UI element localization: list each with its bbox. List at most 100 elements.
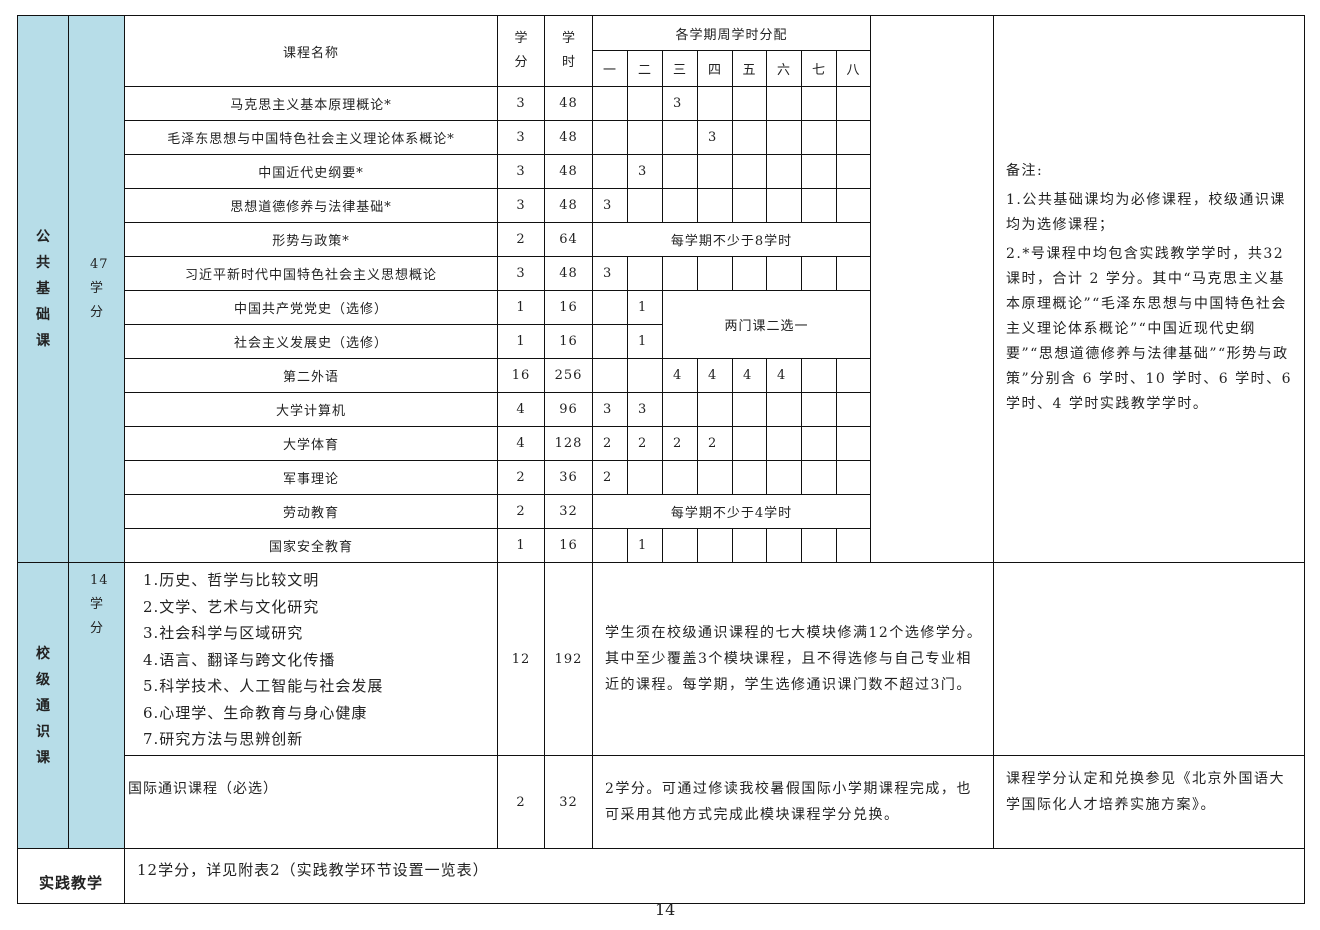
semester-cell: 3 xyxy=(697,120,733,155)
semester-cell xyxy=(801,154,837,189)
course-name: 形势与政策* xyxy=(124,222,498,257)
modules-desc: 学生须在校级通识课程的七大模块修满12个选修学分。其中至少覆盖3个模块课程，且不… xyxy=(591,562,995,756)
course-row: 大学计算机 4 96 3 3 xyxy=(18,392,1305,427)
modules-credit: 12 xyxy=(497,562,545,756)
semester-cell: 1 xyxy=(627,324,663,359)
course-credit: 4 xyxy=(497,392,545,427)
semester-cell xyxy=(662,154,698,189)
blank-note-cell xyxy=(993,562,1306,756)
practice-label: 实践教学 xyxy=(17,848,125,904)
blank-column xyxy=(870,15,995,563)
header-hours: 学时 xyxy=(544,15,593,87)
semester-cell xyxy=(835,256,872,291)
semester-cell xyxy=(835,426,872,461)
semester-cell xyxy=(766,120,802,155)
course-hours: 48 xyxy=(544,256,593,291)
semester-cell xyxy=(766,426,802,461)
semester-cell xyxy=(835,120,872,155)
course-hours: 96 xyxy=(544,392,593,427)
course-name: 马克思主义基本原理概论* xyxy=(124,86,498,121)
module-item: 5.科学技术、人工智能与社会发展 xyxy=(143,677,384,695)
semester-cell xyxy=(835,154,872,189)
semester-cell xyxy=(697,86,733,121)
curriculum-table: 公共基础课 47学分 课程名称 学分 学时 各学期周学时分配 备注: 1.公共基础课均为必修课… xyxy=(17,15,1306,904)
semester-cell xyxy=(766,256,802,291)
course-hours: 48 xyxy=(544,188,593,223)
course-row: 毛泽东思想与中国特色社会主义理论体系概论* 3 48 3 xyxy=(18,120,1305,155)
semester-cell xyxy=(732,460,767,495)
semester-cell xyxy=(732,188,767,223)
header-semester: 四 xyxy=(697,50,733,87)
semester-cell xyxy=(766,188,802,223)
intl-course-name: 国际通识课程（必选） xyxy=(124,755,498,849)
course-name: 毛泽东思想与中国特色社会主义理论体系概论* xyxy=(124,120,498,155)
notes-cell: 备注: 1.公共基础课均为必修课程，校级通识课均为选修课程； 2.*号课程中均包含实… xyxy=(993,15,1306,563)
course-row: 习近平新时代中国特色社会主义思想概论 3 48 3 xyxy=(18,256,1305,291)
course-credit: 3 xyxy=(497,256,545,291)
semester-cell: 3 xyxy=(627,154,663,189)
semester-cell xyxy=(592,528,628,563)
semester-cell xyxy=(801,460,837,495)
header-semester: 七 xyxy=(801,50,837,87)
course-credit: 16 xyxy=(497,358,545,393)
course-hours: 128 xyxy=(544,426,593,461)
course-name: 社会主义发展史（选修） xyxy=(124,324,498,359)
semester-cell xyxy=(627,460,663,495)
course-credit: 1 xyxy=(497,528,545,563)
semester-cell xyxy=(835,460,872,495)
semester-cell xyxy=(732,86,767,121)
semester-cell xyxy=(766,392,802,427)
course-name: 劳动教育 xyxy=(124,494,498,529)
semester-cell xyxy=(697,188,733,223)
course-row: 形势与政策* 2 64 每学期不少于8学时 xyxy=(18,222,1305,257)
semester-cell xyxy=(766,86,802,121)
notes-title: 备注: xyxy=(1006,163,1044,179)
semester-cell: 2 xyxy=(627,426,663,461)
semester-cell xyxy=(697,460,733,495)
header-semester: 五 xyxy=(732,50,767,87)
semester-cell: 3 xyxy=(627,392,663,427)
course-name: 中国近代史纲要* xyxy=(124,154,498,189)
category-public: 公共基础课 xyxy=(17,15,69,563)
course-credit: 1 xyxy=(497,290,545,325)
course-row: 劳动教育 2 32 每学期不少于4学时 xyxy=(18,494,1305,529)
semester-cell xyxy=(835,358,872,393)
course-hours: 16 xyxy=(544,324,593,359)
semester-cell xyxy=(801,426,837,461)
course-hours: 16 xyxy=(544,290,593,325)
semester-cell xyxy=(732,256,767,291)
vertical-label: 47学分 xyxy=(90,257,109,320)
semester-cell xyxy=(662,256,698,291)
course-hours: 48 xyxy=(544,120,593,155)
semester-merged-note: 每学期不少于8学时 xyxy=(591,222,872,257)
semester-cell xyxy=(592,358,628,393)
semester-cell: 4 xyxy=(697,358,733,393)
course-credit: 2 xyxy=(497,494,545,529)
category-general: 校级通识课 xyxy=(17,562,69,849)
semester-cell xyxy=(732,392,767,427)
course-credit: 3 xyxy=(497,154,545,189)
semester-cell xyxy=(592,290,628,325)
course-hours: 48 xyxy=(544,154,593,189)
semester-cell xyxy=(697,528,733,563)
semester-merged-note: 每学期不少于4学时 xyxy=(591,494,872,529)
course-hours: 16 xyxy=(544,528,593,563)
semester-cell xyxy=(732,120,767,155)
course-name: 思想道德修养与法律基础* xyxy=(124,188,498,223)
semester-cell xyxy=(835,86,872,121)
course-hours: 48 xyxy=(544,86,593,121)
course-credit: 1 xyxy=(497,324,545,359)
semester-cell xyxy=(662,528,698,563)
course-name: 习近平新时代中国特色社会主义思想概论 xyxy=(124,256,498,291)
semester-cell xyxy=(592,324,628,359)
course-row: 第二外语 16 256 4 4 4 4 xyxy=(18,358,1305,393)
vertical-label: 公共基础课 xyxy=(36,229,51,349)
intl-credit: 2 xyxy=(497,755,545,849)
course-hours: 32 xyxy=(544,494,593,529)
module-item: 3.社会科学与区域研究 xyxy=(143,624,304,642)
header-course-name: 课程名称 xyxy=(124,15,498,87)
course-hours: 256 xyxy=(544,358,593,393)
note-item: 1.公共基础课均为必修课程，校级通识课均为选修课程； xyxy=(1006,192,1286,233)
module-list: 1.历史、哲学与比较文明 2.文学、艺术与文化研究 3.社会科学与区域研究 4.语言、… xyxy=(124,562,498,756)
semester-cell xyxy=(801,256,837,291)
